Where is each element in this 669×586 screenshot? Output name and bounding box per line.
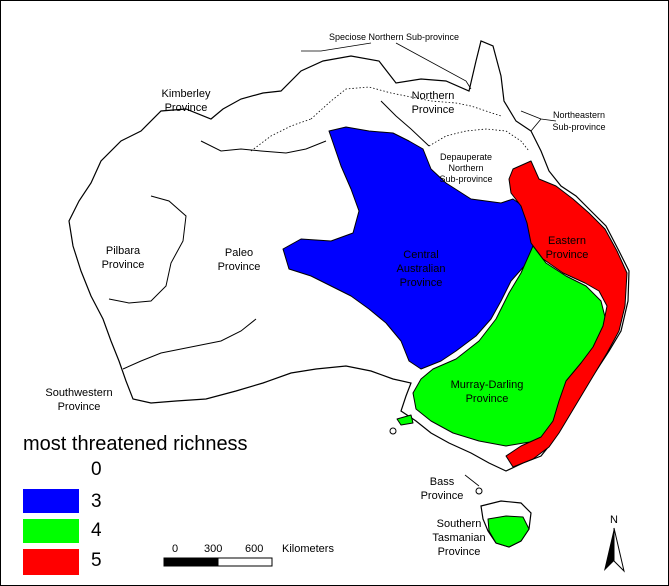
scale-tick-600: 600 (245, 543, 263, 555)
label-paleo-2: Province (218, 261, 261, 273)
label-northeastern-1: Northeastern (553, 110, 605, 120)
label-bass-2: Province (421, 490, 464, 502)
label-depauperate-3: Sub-province (439, 174, 492, 184)
legend-value-3: 3 (91, 491, 102, 512)
scale-segment-white (217, 557, 273, 567)
central-australian-region (282, 126, 534, 370)
leader-northeastern (520, 110, 557, 132)
legend-title: most threatened richness (23, 433, 248, 455)
scale-segment-black (163, 557, 219, 567)
label-southwestern-2: Province (58, 401, 101, 413)
legend-value-4: 4 (91, 520, 102, 541)
legend-value-0: 0 (91, 459, 102, 480)
label-tasmanian-3: Province (438, 546, 481, 558)
legend-value-5: 5 (91, 550, 102, 571)
legend-swatch-3 (23, 489, 79, 513)
gulf-patch-green (396, 414, 414, 426)
legend: most threatened richness 0 3 4 5 (23, 433, 248, 575)
label-central-2: Australian (397, 263, 446, 275)
north-label: N (610, 514, 618, 526)
label-northern-1: Northern (412, 90, 455, 102)
label-kimberley-2: Province (165, 102, 208, 114)
legend-swatch-4 (23, 519, 79, 543)
scale-unit: Kilometers (282, 543, 334, 555)
southwestern-boundary (122, 318, 257, 370)
scale-tick-0: 0 (172, 543, 178, 555)
label-northeastern-2: Sub-province (552, 122, 605, 132)
label-tasmanian-2: Tasmanian (432, 532, 485, 544)
scale-tick-300: 300 (204, 543, 222, 555)
kangaroo-island (389, 427, 397, 435)
label-central-3: Province (400, 277, 443, 289)
legend-swatch-5 (23, 549, 79, 575)
label-kimberley-1: Kimberley (162, 88, 211, 100)
subprovince-boundary-2 (428, 128, 530, 152)
subprovince-boundary (310, 86, 502, 120)
label-central-1: Central (403, 249, 438, 261)
murray-darling-region (412, 245, 607, 447)
label-murray-1: Murray-Darling (451, 379, 524, 391)
leader-speciose (301, 42, 472, 90)
label-depauperate-2: Northern (448, 163, 483, 173)
bass-strait-island (475, 487, 483, 495)
label-paleo-1: Paleo (225, 247, 253, 259)
label-tasmanian-1: Southern (437, 518, 482, 530)
leader-bass (464, 474, 480, 487)
label-depauperate-1: Depauperate (440, 152, 492, 162)
north-arrow: N (604, 514, 625, 573)
label-eastern-1: Eastern (548, 235, 586, 247)
label-pilbara-1: Pilbara (106, 245, 141, 257)
label-southwestern-1: Southwestern (45, 387, 112, 399)
label-eastern-2: Province (546, 249, 589, 261)
label-murray-2: Province (466, 393, 509, 405)
scale-bar: 0 300 600 Kilometers (163, 543, 334, 567)
pilbara-boundary (108, 195, 187, 304)
northern-boundary (380, 100, 430, 147)
label-bass-1: Bass (430, 476, 455, 488)
north-arrow-right-icon (613, 527, 625, 573)
label-pilbara-2: Province (102, 259, 145, 271)
subprovince-boundary-3 (250, 118, 312, 152)
north-arrow-left-icon (604, 528, 614, 571)
label-speciose-northern: Speciose Northern Sub-province (329, 32, 459, 42)
tasmania-south-region (487, 515, 530, 548)
kimberley-boundary (200, 140, 327, 154)
eastern-region (505, 160, 628, 468)
label-northern-2: Province (412, 104, 455, 116)
